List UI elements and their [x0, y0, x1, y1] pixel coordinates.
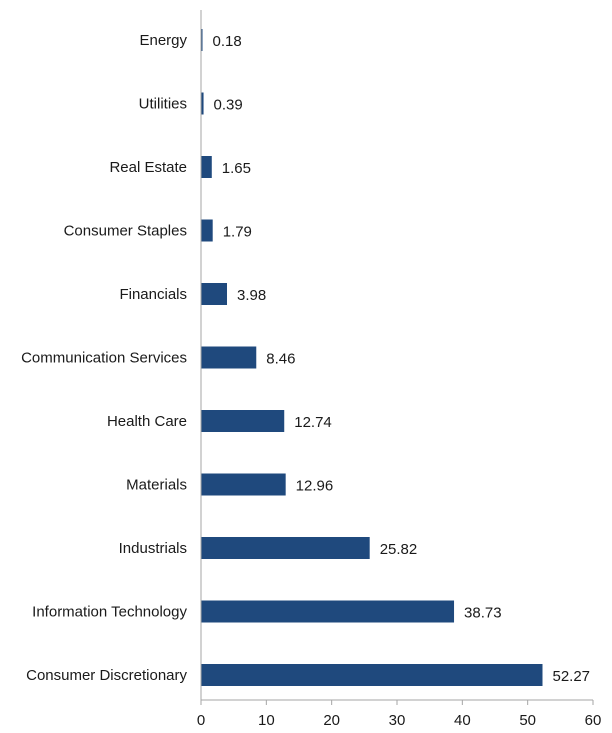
bar-financials: [201, 283, 228, 305]
value-label-real-estate: 1.65: [222, 160, 251, 177]
category-label-financials: Financials: [119, 286, 187, 303]
value-label-energy: 0.18: [213, 33, 242, 50]
bar-industrials: [201, 537, 370, 559]
x-tick-label-0: 0: [197, 712, 205, 729]
category-label-health-care: Health Care: [107, 413, 187, 430]
category-label-consumer-discretionary: Consumer Discretionary: [26, 667, 187, 684]
x-tick-label-50: 50: [519, 712, 536, 729]
bar-consumer-discretionary: [201, 664, 543, 686]
bar-information-technology: [201, 600, 455, 623]
x-tick-label-10: 10: [258, 712, 275, 729]
bar-materials: [201, 473, 286, 496]
value-label-consumer-discretionary: 52.27: [552, 668, 590, 685]
bars-layer: [201, 29, 543, 686]
value-label-materials: 12.96: [296, 478, 334, 495]
value-label-communication-services: 8.46: [266, 351, 295, 368]
category-label-information-technology: Information Technology: [32, 604, 187, 621]
x-tick-label-20: 20: [323, 712, 340, 729]
labels-layer: Energy 0.18 Utilities 0.39 Real Estate 1.65 Co…: [21, 32, 590, 685]
bar-consumer-staples: [201, 219, 213, 242]
category-label-energy: Energy: [139, 32, 187, 49]
category-label-real-estate: Real Estate: [109, 159, 187, 176]
bar-communication-services: [201, 346, 257, 369]
value-label-health-care: 12.74: [294, 414, 332, 431]
value-label-utilities: 0.39: [214, 97, 243, 114]
category-label-industrials: Industrials: [119, 540, 187, 557]
category-label-communication-services: Communication Services: [21, 350, 187, 367]
value-label-information-technology: 38.73: [464, 605, 502, 622]
value-label-consumer-staples: 1.79: [223, 224, 252, 241]
bar-real-estate: [201, 156, 212, 178]
bar-energy: [201, 29, 203, 51]
category-label-consumer-staples: Consumer Staples: [64, 223, 187, 240]
x-tick-label-60: 60: [585, 712, 602, 729]
value-label-financials: 3.98: [237, 287, 266, 304]
x-tick-label-40: 40: [454, 712, 471, 729]
category-label-utilities: Utilities: [139, 96, 187, 113]
x-tick-label-30: 30: [389, 712, 406, 729]
bar-utilities: [201, 92, 204, 115]
bar-health-care: [201, 410, 285, 432]
axis-layer: 0 10 20 30 40 50 60: [197, 10, 602, 729]
category-label-materials: Materials: [126, 477, 187, 494]
value-label-industrials: 25.82: [380, 541, 418, 558]
